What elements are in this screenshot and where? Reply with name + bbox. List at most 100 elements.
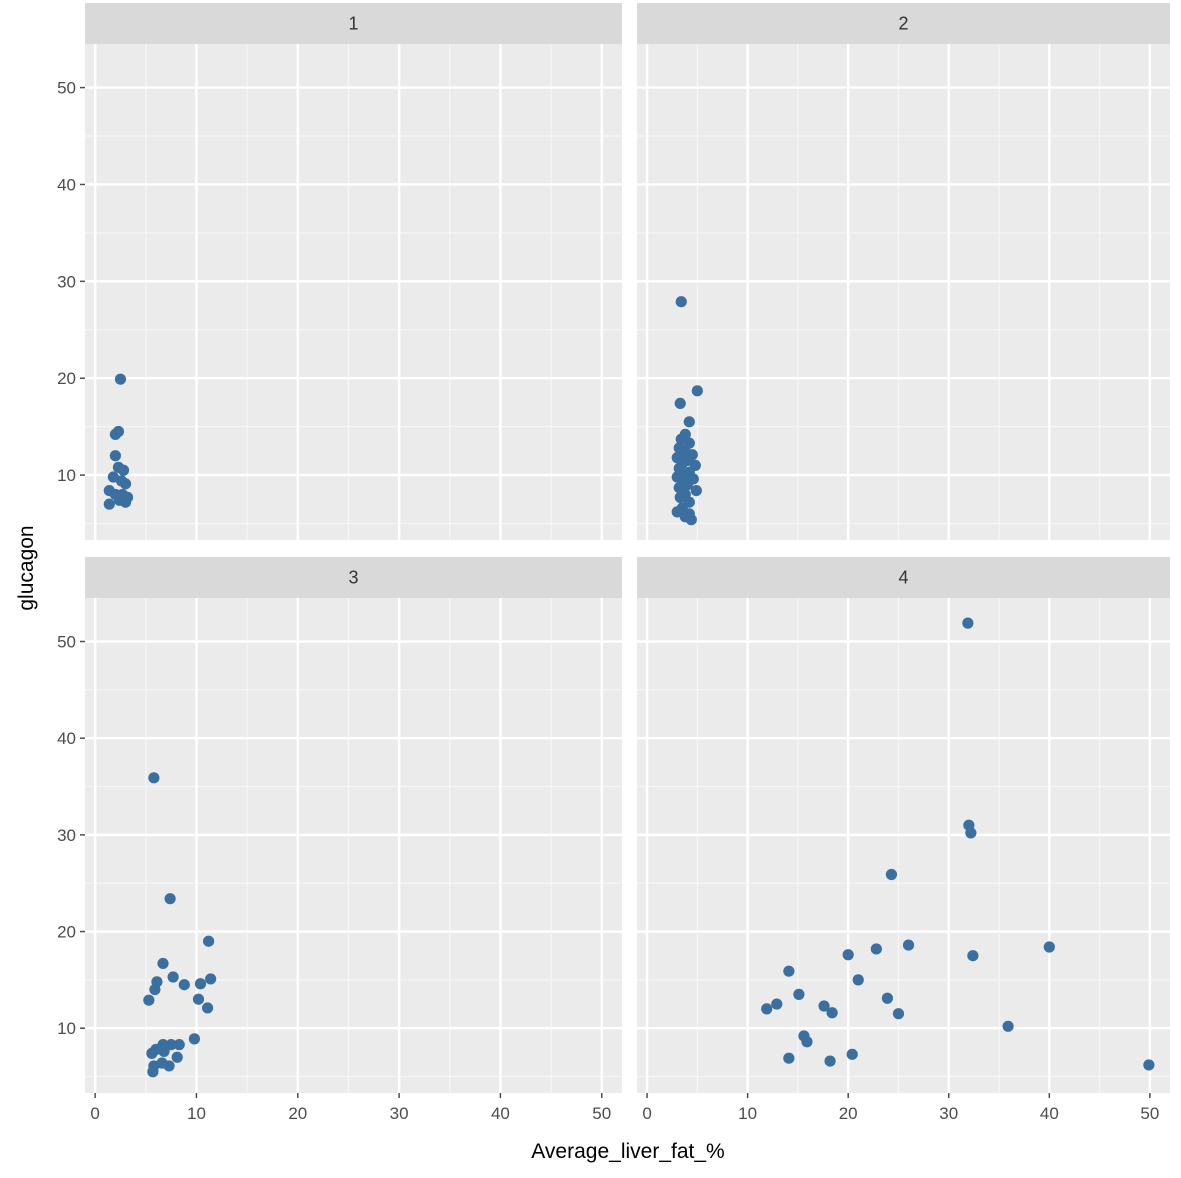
- x-tick-label: 50: [1140, 1104, 1159, 1123]
- data-point: [1143, 1059, 1155, 1071]
- data-point: [103, 498, 115, 510]
- data-point: [143, 994, 155, 1006]
- facet-strip-label: 3: [348, 568, 358, 588]
- panel-background: [637, 598, 1170, 1093]
- data-point: [824, 1055, 836, 1067]
- data-point: [164, 893, 176, 905]
- data-point: [171, 1051, 183, 1063]
- data-point: [902, 939, 915, 951]
- panel-background: [85, 598, 622, 1093]
- data-point: [675, 296, 687, 308]
- data-point: [188, 1033, 201, 1045]
- data-point: [167, 971, 179, 983]
- data-point: [117, 464, 130, 476]
- panel-background: [85, 44, 622, 540]
- data-point: [870, 943, 882, 955]
- x-tick-label: 50: [592, 1104, 611, 1123]
- y-axis-ticks: 10 20 30 40 50 10 20 30 40 50: [57, 79, 85, 1038]
- y-tick-label: 50: [57, 79, 76, 98]
- x-tick-label: 30: [390, 1104, 409, 1123]
- x-tick-label: 40: [1040, 1104, 1059, 1123]
- data-point: [119, 478, 132, 490]
- data-point: [818, 1000, 830, 1012]
- data-point: [165, 1039, 177, 1051]
- x-tick-label: 20: [288, 1104, 307, 1123]
- facet-strip-label: 2: [898, 14, 908, 34]
- x-axis-ticks: 0 10 20 30 40 50 0 10 20 30 40 50: [90, 1093, 1159, 1123]
- y-tick-label: 10: [57, 466, 76, 485]
- data-point: [691, 385, 703, 397]
- data-point: [203, 935, 215, 947]
- data-point: [158, 1045, 170, 1058]
- data-point: [146, 1047, 158, 1059]
- y-tick-label: 30: [57, 826, 76, 845]
- x-tick-label: 40: [491, 1104, 510, 1123]
- data-point: [119, 496, 132, 508]
- data-point: [163, 1060, 175, 1072]
- facet-strip: [637, 3, 1170, 44]
- data-point: [192, 993, 205, 1005]
- y-tick-label: 40: [57, 175, 76, 194]
- x-tick-label: 0: [90, 1104, 99, 1123]
- data-point: [683, 437, 695, 449]
- data-point: [881, 992, 894, 1004]
- data-point: [109, 428, 121, 441]
- facet-strip: [85, 3, 622, 44]
- y-tick-label: 30: [57, 272, 76, 291]
- x-tick-label: 0: [642, 1104, 651, 1123]
- data-point: [892, 1008, 905, 1020]
- facet-panel-2: 2: [637, 3, 1170, 540]
- data-point: [178, 979, 190, 991]
- x-tick-label: 20: [839, 1104, 858, 1123]
- data-point: [852, 974, 864, 986]
- data-point: [194, 978, 207, 990]
- facet-strip: [637, 557, 1170, 598]
- data-point: [173, 1039, 185, 1051]
- data-point: [201, 1002, 214, 1014]
- data-point: [114, 373, 127, 385]
- x-tick-label: 10: [738, 1104, 757, 1123]
- data-point: [671, 506, 683, 518]
- data-point: [1002, 1020, 1014, 1032]
- x-tick-label: 30: [939, 1104, 958, 1123]
- data-point: [157, 957, 169, 970]
- facet-strip-label: 4: [898, 568, 908, 588]
- data-point: [1043, 941, 1055, 953]
- y-tick-label: 20: [57, 369, 76, 388]
- data-point: [674, 397, 686, 410]
- facet-panel-3: 3: [85, 557, 622, 1093]
- data-point: [962, 617, 974, 629]
- facet-panel-1: 1: [85, 3, 622, 540]
- data-point: [842, 949, 854, 961]
- facet-panel-4: 4: [637, 557, 1170, 1093]
- y-tick-label: 40: [57, 729, 76, 748]
- x-axis-title: Average_liver_fat_%: [531, 1140, 724, 1163]
- facet-strip-label: 1: [348, 14, 358, 34]
- data-point: [885, 868, 898, 881]
- data-point: [205, 973, 217, 985]
- facet-strip: [85, 557, 622, 598]
- data-point: [793, 988, 805, 1000]
- y-tick-label: 20: [57, 923, 76, 942]
- data-point: [761, 1003, 773, 1015]
- y-tick-label: 50: [57, 633, 76, 652]
- data-point: [965, 827, 977, 839]
- data-point: [967, 950, 979, 962]
- data-point: [846, 1048, 858, 1060]
- data-point: [148, 772, 160, 784]
- data-point: [783, 965, 795, 977]
- data-point: [147, 1066, 159, 1078]
- data-point: [826, 1007, 838, 1019]
- y-axis-title: glucagon: [15, 525, 38, 610]
- facet-panels: 1 2 3 4: [85, 3, 1170, 1093]
- panel-background: [637, 44, 1170, 540]
- data-point: [683, 416, 695, 428]
- data-point: [690, 484, 702, 497]
- data-point: [109, 450, 121, 462]
- data-point: [685, 514, 697, 526]
- data-point: [801, 1036, 813, 1048]
- data-point: [783, 1052, 795, 1064]
- x-tick-label: 10: [187, 1104, 206, 1123]
- data-point: [771, 998, 783, 1010]
